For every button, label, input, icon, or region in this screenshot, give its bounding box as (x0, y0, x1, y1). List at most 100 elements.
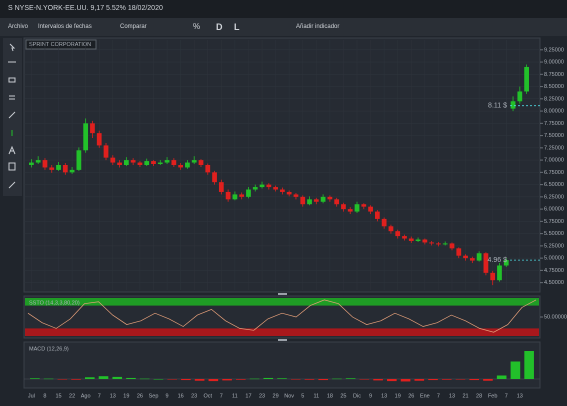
candle-body (334, 199, 340, 205)
candle-body (212, 172, 217, 183)
macd-bar (496, 375, 507, 379)
macd-bar (139, 378, 150, 380)
d-button[interactable]: D (216, 22, 223, 32)
candle-body (469, 258, 475, 261)
macd-bar (277, 378, 287, 379)
x-tick-label: 13 (381, 393, 387, 399)
x-tick-label: 28 (476, 393, 482, 399)
y-tick-label: 8.50000 (544, 84, 564, 90)
x-tick-label: Sep (149, 393, 159, 399)
candle-body (273, 187, 278, 190)
l-button[interactable]: L (234, 22, 240, 32)
window-title: S NYSE-N.YORK-EE.UU. 9,17 5.52% 18/02/20… (8, 5, 163, 12)
candle-body (503, 260, 509, 266)
x-tick-label: 23 (191, 393, 197, 399)
macd-bar (483, 379, 493, 381)
macd-bar (57, 379, 68, 380)
pen-icon[interactable] (8, 111, 16, 119)
candle-body (29, 162, 34, 165)
candle-body (517, 91, 523, 102)
candle-body (347, 209, 353, 212)
y-tick-label: 5.50000 (544, 231, 564, 237)
y-tick-label: 4.75000 (544, 268, 564, 274)
macd-bar (126, 377, 136, 379)
candle-body (35, 160, 41, 163)
x-tick-label: Nov (284, 393, 294, 399)
x-tick-label: 22 (69, 393, 75, 399)
candle-body (103, 145, 109, 158)
y-tick-label: 8.25000 (544, 96, 564, 102)
rect-icon[interactable] (8, 77, 16, 83)
x-tick-label: 16 (178, 393, 184, 399)
add-indicator[interactable]: Añadir indicador (296, 24, 340, 30)
candle-body (429, 242, 435, 244)
x-tick-label: Oct (203, 393, 212, 399)
candle-body (246, 189, 251, 197)
macd-bar (249, 378, 260, 380)
macd-bar (304, 379, 315, 380)
splitter[interactable] (278, 339, 287, 341)
candle-body (266, 184, 272, 188)
macd-bar (345, 378, 356, 379)
toolbar: Archivo Intervalos de fechas Comparar % … (0, 18, 567, 36)
menu-comparar[interactable]: Comparar (120, 24, 147, 30)
candle-body (178, 165, 184, 168)
x-tick-label: 18 (327, 393, 333, 399)
menu-archivo[interactable]: Archivo (8, 24, 29, 30)
candle-body (436, 243, 441, 245)
candle-body (171, 160, 177, 165)
macd-bar (263, 377, 274, 379)
macd-bar (71, 379, 81, 380)
macd-bar (510, 361, 521, 379)
candle-body (49, 167, 55, 170)
candle-body (300, 196, 306, 205)
menu-intervalos[interactable]: Intervalos de fechas (38, 24, 92, 30)
candle-body (422, 239, 428, 243)
y-tick-label: 6.00000 (544, 207, 564, 213)
symbol-label: SPRINT CORPORATION (29, 42, 91, 48)
candle-body (483, 253, 489, 273)
candle-body (137, 162, 143, 165)
macd-bar (236, 379, 246, 380)
candle-body (69, 169, 75, 173)
x-tick-label: 13 (110, 393, 116, 399)
macd-bar (524, 351, 534, 379)
macd-bar (112, 376, 123, 379)
candle-body (463, 255, 468, 259)
y-tick-label: 50.00000 (544, 314, 567, 320)
y-tick-label: 7.50000 (544, 133, 564, 139)
y-tick-label: 8.75000 (544, 72, 564, 78)
macd-bar (469, 379, 480, 381)
candle-body (62, 165, 68, 173)
candle-body (198, 160, 204, 165)
percent-button[interactable]: % (193, 22, 201, 31)
splitter[interactable] (278, 293, 287, 295)
panel-title: MACD (12,26,9) (29, 346, 69, 352)
panel-title: SSTO (14,3,3,80,20) (29, 300, 80, 306)
pointer-icon[interactable] (9, 43, 16, 52)
trash-icon[interactable] (8, 162, 16, 171)
candle-body (117, 162, 122, 165)
price-panel (23, 37, 541, 293)
candle-body (408, 238, 414, 241)
macd-bar (290, 379, 301, 380)
candle-body (185, 162, 190, 168)
x-tick-label: Dic (353, 393, 361, 399)
brush-icon[interactable] (8, 181, 16, 189)
x-tick-label: 19 (123, 393, 129, 399)
candle-body (56, 165, 61, 170)
price-label: 8.11 $ (488, 103, 507, 110)
candle-body (476, 253, 482, 261)
macd-bar (222, 379, 232, 381)
candle-body (232, 194, 238, 200)
candle-body (402, 236, 407, 239)
candle-body (286, 191, 292, 195)
text-icon[interactable] (8, 145, 16, 155)
macd-bar (359, 379, 370, 380)
macd-bar (194, 379, 205, 381)
macd-bar (428, 379, 438, 381)
x-tick-label: 13 (517, 393, 523, 399)
macd-bar (98, 376, 109, 379)
y-tick-label: 6.75000 (544, 170, 564, 176)
